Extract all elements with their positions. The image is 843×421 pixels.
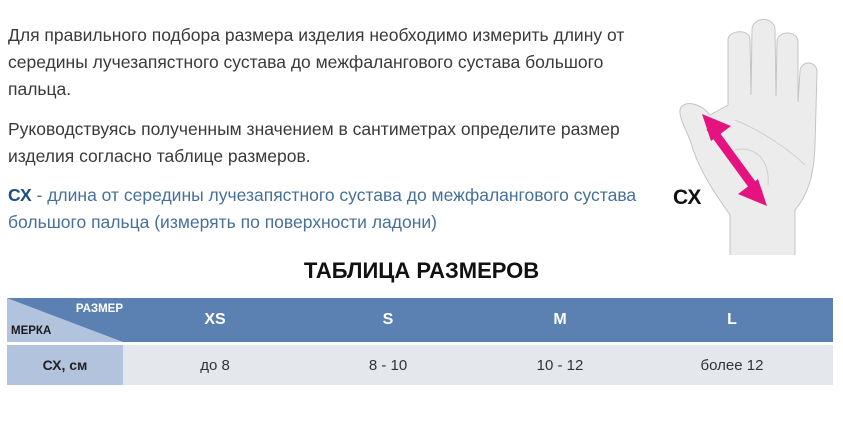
- value-m: 10 - 12: [536, 357, 584, 374]
- definition-term: СХ: [8, 185, 32, 205]
- definition-text: - длина от середины лучезапястного суста…: [8, 185, 637, 232]
- value-xs: до 8: [200, 357, 230, 374]
- measure-label: СХ: [673, 186, 702, 209]
- table-title: ТАБЛИЦА РАЗМЕРОВ: [303, 258, 540, 283]
- row-label: СХ, см: [7, 345, 123, 385]
- instruction-paragraph-2: Руководствуясь полученным значением в са…: [8, 119, 620, 166]
- measure-arrow-icon: [702, 114, 767, 206]
- size-header-xs: XS: [204, 311, 226, 328]
- corner-label-measure: МЕРКА: [11, 325, 52, 337]
- size-header-l: L: [727, 311, 737, 328]
- hand-icon: [640, 10, 840, 270]
- definition-paragraph: СХ - длина от середины лучезапястного су…: [8, 182, 648, 236]
- table-row: СХ, см до 8 8 - 10 10 - 12 более 12: [7, 345, 833, 385]
- instruction-paragraph-1: Для правильного подбора размера изделия …: [8, 25, 625, 99]
- size-header-s: S: [382, 311, 394, 328]
- table-corner-cell: РАЗМЕР МЕРКА: [7, 298, 123, 342]
- value-l: более 12: [700, 357, 764, 374]
- corner-label-size: РАЗМЕР: [75, 303, 123, 315]
- size-table-header: РАЗМЕР МЕРКА XS S M L: [7, 298, 833, 342]
- size-header-m: M: [553, 311, 567, 328]
- value-s: 8 - 10: [368, 357, 408, 374]
